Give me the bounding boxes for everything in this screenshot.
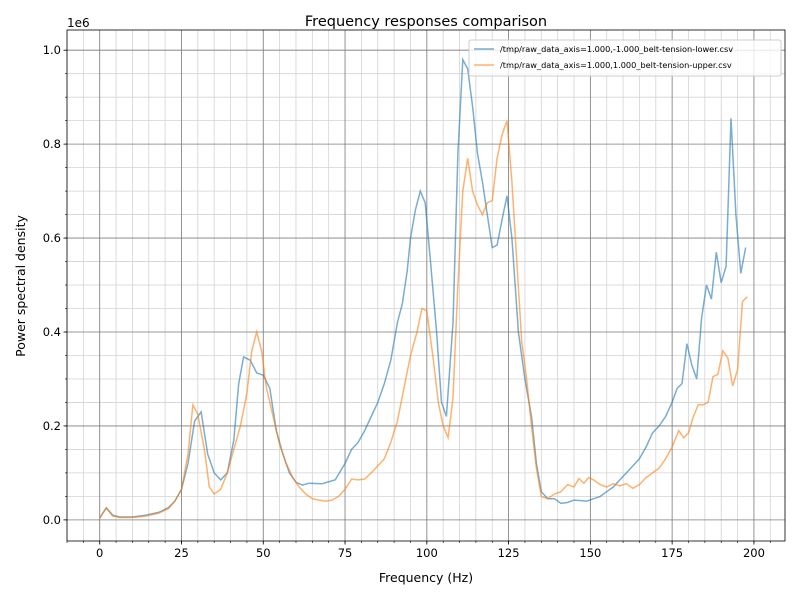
x-tick-label: 100 [416,546,438,560]
y-offset-label: 1e6 [67,16,90,30]
y-tick-label: 1.0 [43,43,61,57]
y-tick-label: 0.6 [43,231,61,245]
x-tick-label: 200 [743,546,765,560]
y-tick-label: 0.8 [43,137,61,151]
x-tick-label: 50 [256,546,271,560]
x-tick-label: 175 [661,546,683,560]
plot-frame [66,29,786,542]
x-tick-label: 0 [96,546,103,560]
y-tick-label: 0.0 [43,513,61,527]
line-series [99,120,748,519]
x-tick-label: 25 [174,546,189,560]
y-tick-label: 0.4 [43,325,61,339]
legend-label: /tmp/raw_data_axis=1.000,-1.000_belt-ten… [500,44,733,54]
chart-title: Frequency responses comparison [305,14,547,30]
x-tick-label: 150 [579,546,601,560]
x-tick-label: 125 [498,546,520,560]
x-axis-label: Frequency (Hz) [379,570,473,585]
line-series [99,56,747,519]
y-axis-label: Power spectral density [13,215,28,357]
legend-box [468,39,782,77]
legend-label: /tmp/raw_data_axis=1.000,1.000_belt-tens… [500,60,732,70]
x-tick-label: 75 [338,546,353,560]
y-tick-label: 0.2 [43,419,61,433]
